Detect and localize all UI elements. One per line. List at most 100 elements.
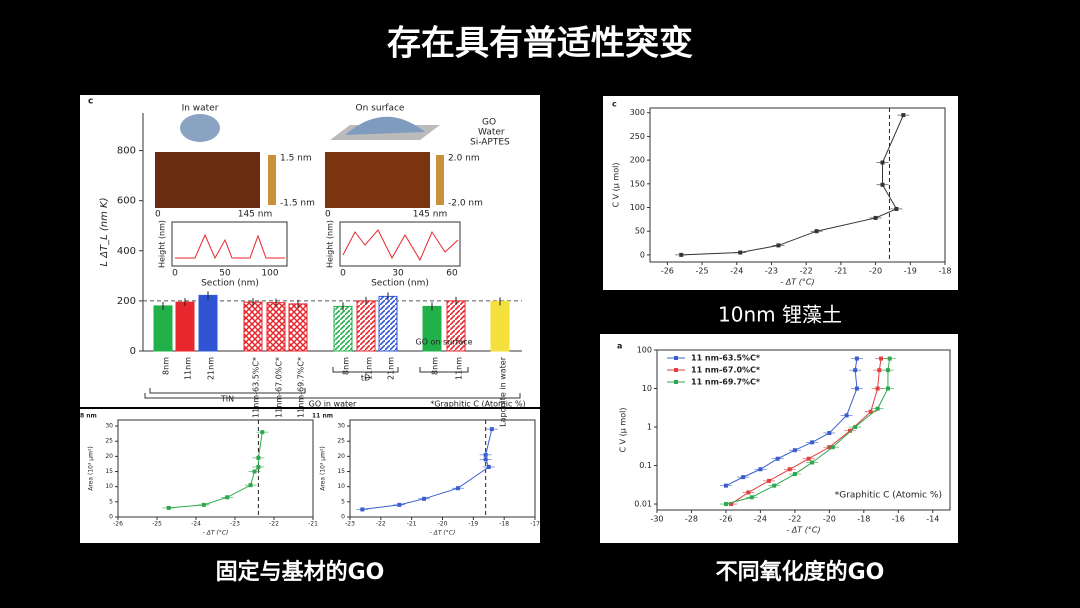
x-tick-label: -23 xyxy=(345,521,355,528)
slide-title: 存在具有普适性突变 xyxy=(387,24,693,64)
inset-text: 145 nm xyxy=(413,210,448,220)
point xyxy=(260,430,265,435)
point xyxy=(853,368,858,373)
panel-label: 8 nm xyxy=(80,413,97,420)
y-tick-label: 30 xyxy=(105,423,113,430)
point xyxy=(844,413,849,418)
x-axis-label: - ΔT (°C) xyxy=(780,278,814,287)
inset-text: 0 xyxy=(340,269,346,279)
point xyxy=(166,505,171,510)
point xyxy=(397,502,402,507)
x-tick-label: -22 xyxy=(788,515,801,524)
x-tick-label: -19 xyxy=(468,521,478,528)
x-tick-label: 11nm-69.7%C* xyxy=(297,357,306,418)
y-tick-label: 5 xyxy=(109,498,113,505)
panel xyxy=(80,409,540,543)
caption: 不同氧化度的GO xyxy=(716,559,885,585)
inset-text: 145 nm xyxy=(238,210,273,220)
bar xyxy=(175,301,195,352)
point xyxy=(201,502,206,507)
bar xyxy=(378,295,398,352)
point xyxy=(880,160,885,165)
panel-label: c xyxy=(88,97,93,107)
x-tick-label: -21 xyxy=(834,267,847,276)
x-tick-label: 8nm xyxy=(162,357,171,375)
inset-text: 0 xyxy=(325,210,331,220)
color-bar xyxy=(436,155,444,205)
y-tick-label: 0 xyxy=(341,514,345,521)
afm-image xyxy=(325,152,430,208)
x-tick-label: 11nm xyxy=(365,357,374,380)
point xyxy=(489,427,494,432)
y-tick-label: 10 xyxy=(105,483,113,490)
x-tick-label: -16 xyxy=(892,515,905,524)
panel-label: a xyxy=(617,342,622,351)
x-tick-label: -22 xyxy=(800,267,813,276)
point xyxy=(767,478,772,483)
point xyxy=(875,386,880,391)
x-tick-label: -22 xyxy=(376,521,386,528)
x-tick-label: -25 xyxy=(152,521,162,528)
point xyxy=(806,456,811,461)
group-label: GO on surface xyxy=(415,338,472,347)
x-tick-label: -24 xyxy=(730,267,743,276)
inset-text: 2.0 nm xyxy=(448,154,480,164)
y-tick-label: 400 xyxy=(117,246,136,257)
panel xyxy=(80,95,540,407)
point xyxy=(901,113,906,118)
legend-swatch xyxy=(674,356,678,360)
x-tick-label: -18 xyxy=(938,267,951,276)
x-tick-label: 11nm xyxy=(184,357,193,380)
profile xyxy=(342,229,459,262)
legend-swatch xyxy=(674,368,678,372)
profile-frame xyxy=(339,221,461,267)
inset-text: 0 xyxy=(172,269,178,279)
point xyxy=(853,425,858,430)
y-tick-label: 20 xyxy=(337,453,345,460)
caption: 10nm 锂藻土 xyxy=(718,303,842,327)
point xyxy=(256,464,261,469)
point xyxy=(486,464,491,469)
bar xyxy=(288,303,308,352)
x-tick-label: 8nm xyxy=(342,357,351,375)
x-tick-label: 21nm xyxy=(207,357,216,380)
inset-text: -2.0 nm xyxy=(448,199,483,209)
y-tick-label: 50 xyxy=(635,227,645,236)
y-tick-label: 25 xyxy=(337,438,345,445)
point xyxy=(887,356,892,361)
y-tick-label: 800 xyxy=(117,146,136,157)
x-tick-label: -23 xyxy=(765,267,778,276)
inset-text: In water xyxy=(182,104,219,114)
x-tick-label: 11nm-67.0%C* xyxy=(275,357,284,418)
y-axis-label: L ΔT_L (nm K) xyxy=(99,197,110,266)
inset-text: GO xyxy=(482,118,496,128)
bar xyxy=(198,294,218,352)
point xyxy=(885,386,890,391)
point xyxy=(854,386,859,391)
bracket xyxy=(149,388,306,394)
x-tick-label: -25 xyxy=(696,267,709,276)
y-tick-label: 15 xyxy=(337,468,345,475)
x-tick-label: -21 xyxy=(407,521,417,528)
y-tick-label: 100 xyxy=(630,203,645,212)
x-tick-label: -19 xyxy=(904,267,917,276)
x-tick-label: Laponite in water xyxy=(499,356,508,427)
legend-label: 11 nm-69.7%C* xyxy=(691,378,761,387)
y-tick-label: 25 xyxy=(105,438,113,445)
inset-text: Height (nm) xyxy=(326,220,335,268)
group-label: GO in water xyxy=(309,400,357,409)
bar xyxy=(333,305,353,352)
point xyxy=(848,428,853,433)
point xyxy=(422,496,426,501)
y-axis-label: Area (10³ μm²) xyxy=(88,446,95,490)
point xyxy=(723,502,728,507)
x-tick-label: -28 xyxy=(685,515,698,524)
point xyxy=(776,243,781,248)
x-tick-label: -20 xyxy=(869,267,882,276)
x-tick-label: -24 xyxy=(191,521,201,528)
point xyxy=(772,483,777,488)
y-tick-label: 1 xyxy=(647,423,652,432)
x-tick-label: -18 xyxy=(857,515,870,524)
schematic xyxy=(345,116,425,135)
y-tick-label: 15 xyxy=(105,468,113,475)
